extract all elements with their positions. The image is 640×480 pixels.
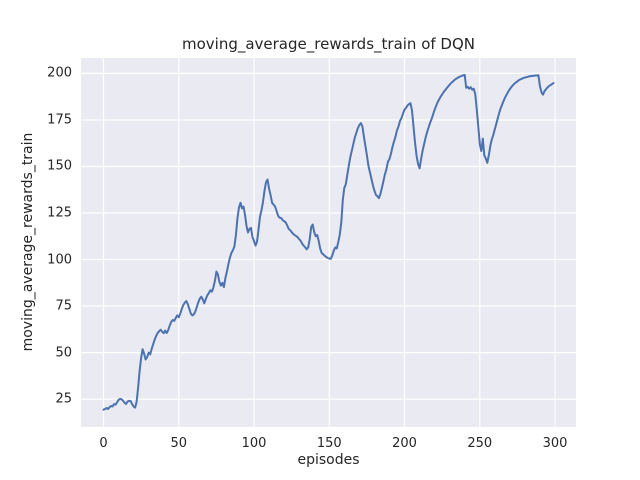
x-tick-label: 200 <box>392 436 417 451</box>
x-tick-label: 100 <box>241 436 267 451</box>
y-tick-label: 100 <box>47 252 72 268</box>
chart-title: moving_average_rewards_train of DQN <box>181 35 476 53</box>
series-line <box>102 73 555 411</box>
line-chart-canvas <box>81 58 576 427</box>
x-tick-label: 0 <box>99 436 108 451</box>
x-tick-label: 250 <box>467 436 493 451</box>
y-tick-label: 200 <box>47 65 72 81</box>
y-tick-label: 25 <box>55 391 72 407</box>
y-tick-label: 150 <box>47 158 72 174</box>
x-tick-label: 300 <box>542 436 568 451</box>
y-tick-label: 75 <box>55 298 72 314</box>
y-tick-label: 50 <box>55 345 72 361</box>
x-axis-label: episodes <box>297 452 360 468</box>
x-tick-label: 50 <box>170 436 188 451</box>
y-tick-label: 175 <box>47 112 72 128</box>
plot-area <box>81 58 576 427</box>
x-tick-label: 150 <box>316 436 342 451</box>
y-tick-label: 125 <box>47 205 72 221</box>
